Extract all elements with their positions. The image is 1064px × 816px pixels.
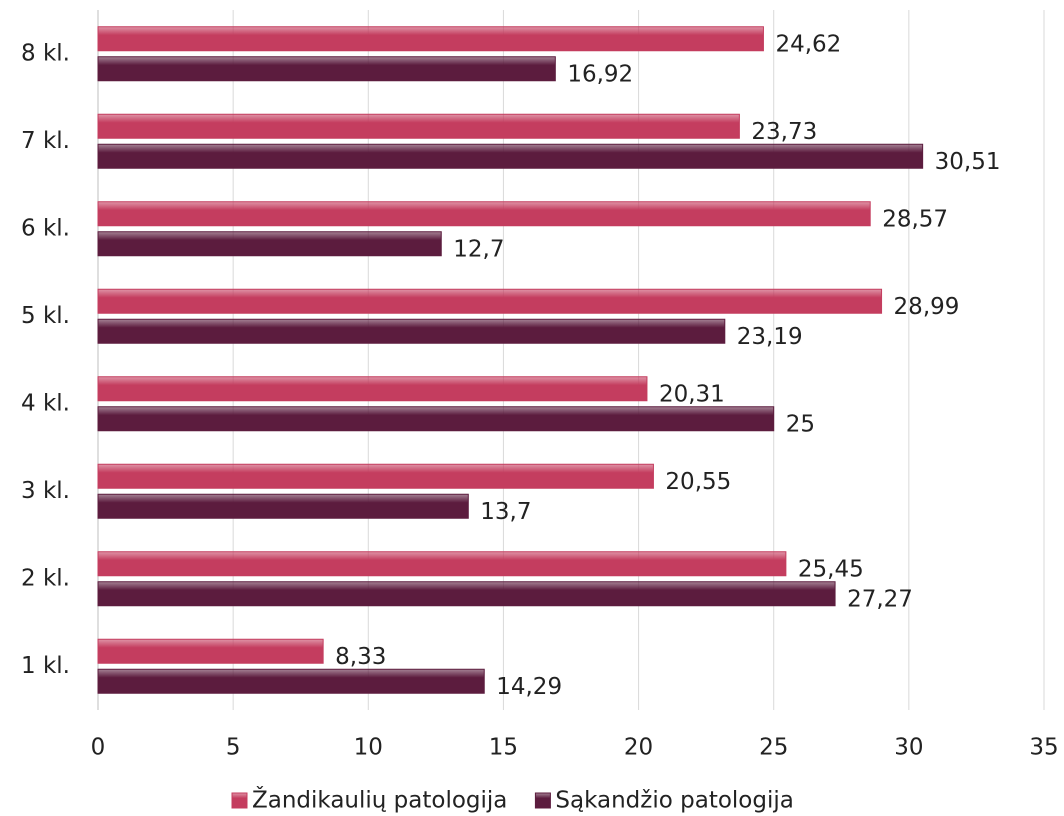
bar [97,376,648,402]
bar [97,26,764,52]
bar [97,638,324,664]
bar [97,143,924,169]
legend-swatch [534,792,551,809]
y-tick-label: 8 kl. [21,40,70,66]
y-tick-label: 3 kl. [21,478,70,504]
y-tick-label: 2 kl. [21,565,70,591]
data-label: 27,27 [847,586,913,612]
x-tick-label: 0 [91,735,106,761]
data-label: 28,99 [894,294,960,320]
bar [97,551,787,577]
data-label: 24,62 [775,31,841,57]
bar [97,406,775,432]
data-label: 25,45 [798,556,864,582]
x-tick-label: 30 [894,735,923,761]
data-label: 12,7 [453,236,504,262]
data-label: 8,33 [335,644,386,670]
x-tick-label: 10 [354,735,383,761]
x-tick-label: 35 [1029,735,1058,761]
x-tick-label: 25 [759,735,788,761]
bar [97,56,556,82]
data-label: 16,92 [567,61,633,87]
data-label: 14,29 [496,674,562,700]
y-tick-label: 6 kl. [21,215,70,241]
data-label: 13,7 [480,499,531,525]
data-label: 20,31 [659,381,725,407]
data-label: 28,57 [882,206,948,232]
y-tick-label: 1 kl. [21,653,70,679]
data-label: 30,51 [935,149,1001,175]
bar [97,463,654,489]
legend-swatch [231,792,248,809]
bar [97,288,883,314]
bar [97,231,442,257]
bar [97,493,469,519]
data-label: 25 [786,411,815,437]
data-label: 23,73 [751,119,817,145]
y-tick-label: 7 kl. [21,128,70,154]
bar [97,668,485,694]
y-tick-label: 4 kl. [21,390,70,416]
legend-label: Sąkandžio patologija [555,788,793,814]
data-label: 20,55 [665,469,731,495]
legend-label: Žandikaulių patologija [252,786,507,814]
bar [97,113,740,139]
bar [97,581,836,607]
x-tick-label: 5 [226,735,241,761]
bar [97,201,871,227]
bar [97,318,726,344]
y-tick-label: 5 kl. [21,303,70,329]
x-tick-label: 20 [624,735,653,761]
data-label: 23,19 [737,324,803,350]
x-tick-label: 15 [489,735,518,761]
